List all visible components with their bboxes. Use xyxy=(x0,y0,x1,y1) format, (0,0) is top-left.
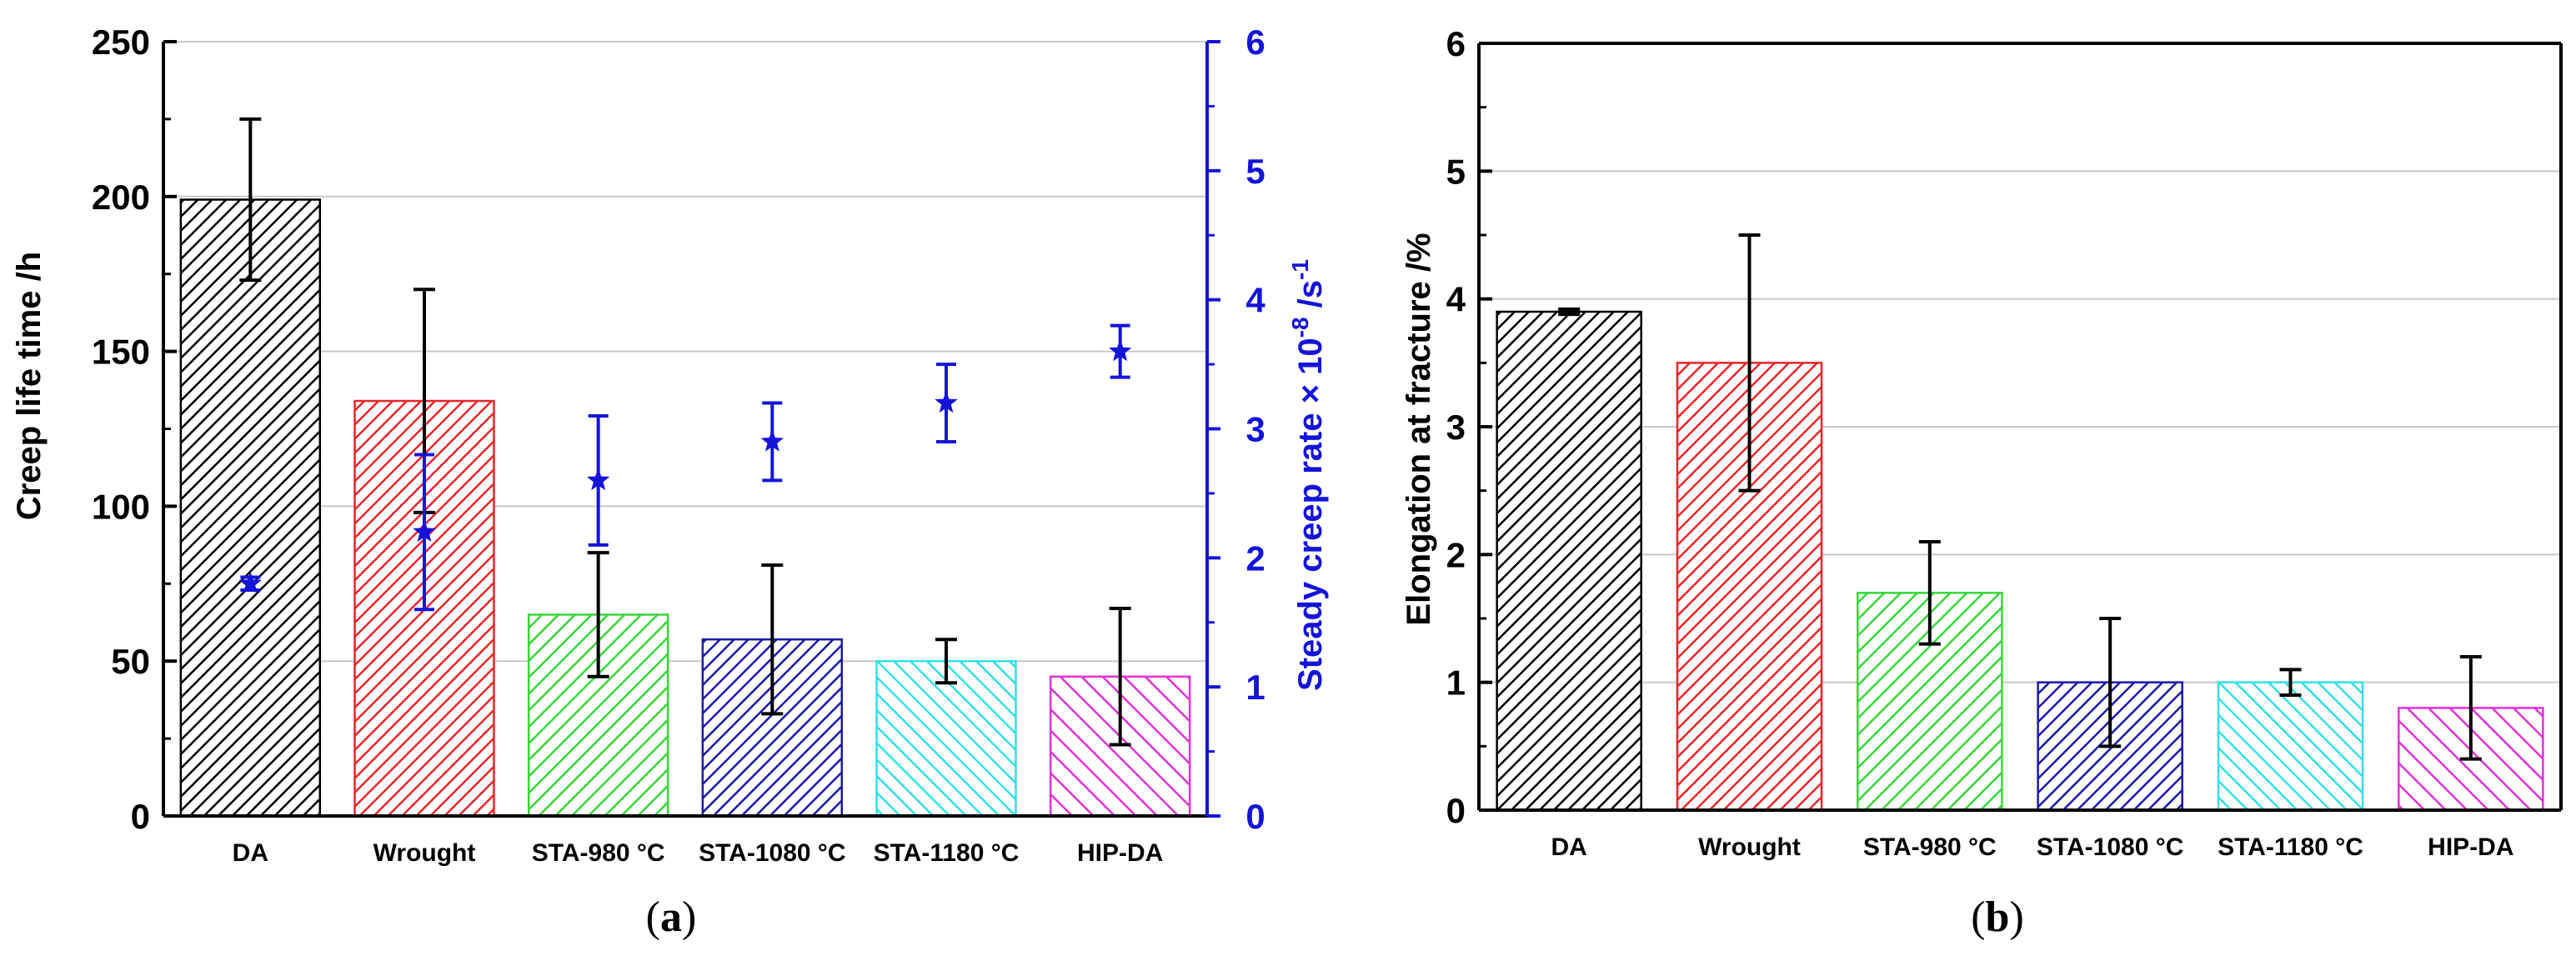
chart-a-y2-title-exp: -8 xyxy=(1287,317,1313,338)
chart-a-bars xyxy=(179,198,1191,818)
chart-a-rate-points xyxy=(238,323,1132,612)
chart-b-error-bars xyxy=(1558,233,2482,761)
b-bar-0 xyxy=(1496,310,1642,812)
a-ytick-label: 150 xyxy=(92,333,150,372)
chart-a: 0 50 100 150 200 250 0 1 2 3 4 5 6 DA Wrought STA-980 … xyxy=(11,23,1329,941)
chart-a-y2-title-main: Steady creep rate × 10 xyxy=(1292,338,1329,691)
a-ytick-label: 200 xyxy=(92,178,150,217)
a-bar-0 xyxy=(179,198,322,818)
chart-a-y2-title-unit-exp: -1 xyxy=(1287,259,1313,280)
chart-a-y2-axis-title: Steady creep rate × 10-8 /s-1 xyxy=(1287,259,1329,691)
chart-a-y2-title-unit: /s xyxy=(1292,280,1329,317)
a-ytick-label: 250 xyxy=(92,23,150,62)
a-ytick-label: 100 xyxy=(92,487,150,526)
chart-a-ticks: 0 50 100 150 200 250 0 1 2 3 4 5 6 xyxy=(92,23,1265,836)
b-category-label: STA-980 °C xyxy=(1863,833,1997,861)
panel-b-label: (b) xyxy=(1971,893,2024,941)
a-rate-point-0 xyxy=(238,571,263,593)
chart-a-category-labels: DA Wrought STA-980 °C STA-1080 °C STA-1180 °… xyxy=(233,839,1164,867)
panel-b-letter: b xyxy=(1986,893,2010,941)
b-category-label: DA xyxy=(1551,833,1586,861)
b-category-label: STA-1180 °C xyxy=(2218,833,2363,861)
b-ytick-label: 5 xyxy=(1446,152,1466,191)
chart-b: 0 1 2 3 4 5 6 DA Wrought STA-980 °C STA-1080 °C ST… xyxy=(1401,24,2563,941)
chart-b-y-axis-title: Elongation at fracture /% xyxy=(1401,233,1437,625)
b-bar-4 xyxy=(2217,681,2364,812)
a-category-label: DA xyxy=(233,839,268,867)
b-ytick-label: 2 xyxy=(1446,535,1466,574)
a-y2tick-label: 4 xyxy=(1245,281,1265,320)
b-category-label: HIP-DA xyxy=(2428,833,2513,861)
b-ytick-label: 3 xyxy=(1446,408,1466,447)
a-category-label: STA-1180 °C xyxy=(874,839,1020,867)
a-ytick-label: 50 xyxy=(111,642,150,681)
a-category-label: STA-980 °C xyxy=(532,839,665,867)
a-rate-point-3 xyxy=(760,429,784,452)
a-y2tick-label: 2 xyxy=(1245,538,1265,578)
chart-b-category-labels: DA Wrought STA-980 °C STA-1080 °C STA-1180 °… xyxy=(1551,833,2513,861)
chart-b-bars xyxy=(1496,310,2544,812)
a-y2tick-label: 6 xyxy=(1245,23,1265,62)
a-y2tick-label: 3 xyxy=(1245,410,1265,449)
a-rate-point-1 xyxy=(413,519,436,543)
b-ytick-label: 4 xyxy=(1446,280,1466,319)
a-category-label: STA-1080 °C xyxy=(699,839,846,867)
b-ytick-label: 6 xyxy=(1446,24,1466,63)
a-y2tick-label: 1 xyxy=(1245,668,1265,707)
chart-b-ticks: 0 1 2 3 4 5 6 xyxy=(1446,24,1492,830)
a-y2tick-label: 0 xyxy=(1245,797,1265,836)
b-ytick-label: 1 xyxy=(1446,663,1466,703)
a-rate-point-4 xyxy=(935,391,958,413)
chart-a-y-axis-title: Creep life time /h xyxy=(11,252,48,520)
chart-a-gridlines xyxy=(163,41,1207,663)
b-ytick-label: 0 xyxy=(1446,791,1466,830)
a-rate-point-5 xyxy=(1108,339,1132,362)
a-category-label: Wrought xyxy=(373,839,476,867)
a-y2tick-label: 5 xyxy=(1245,152,1265,191)
b-category-label: Wrought xyxy=(1698,833,1801,861)
b-category-label: STA-1080 °C xyxy=(2037,833,2184,861)
a-category-label: HIP-DA xyxy=(1077,839,1163,867)
panel-a-letter: a xyxy=(660,893,682,941)
a-ytick-label: 0 xyxy=(131,797,150,836)
panel-a-label: (a) xyxy=(646,893,697,941)
a-rate-point-2 xyxy=(586,468,610,491)
